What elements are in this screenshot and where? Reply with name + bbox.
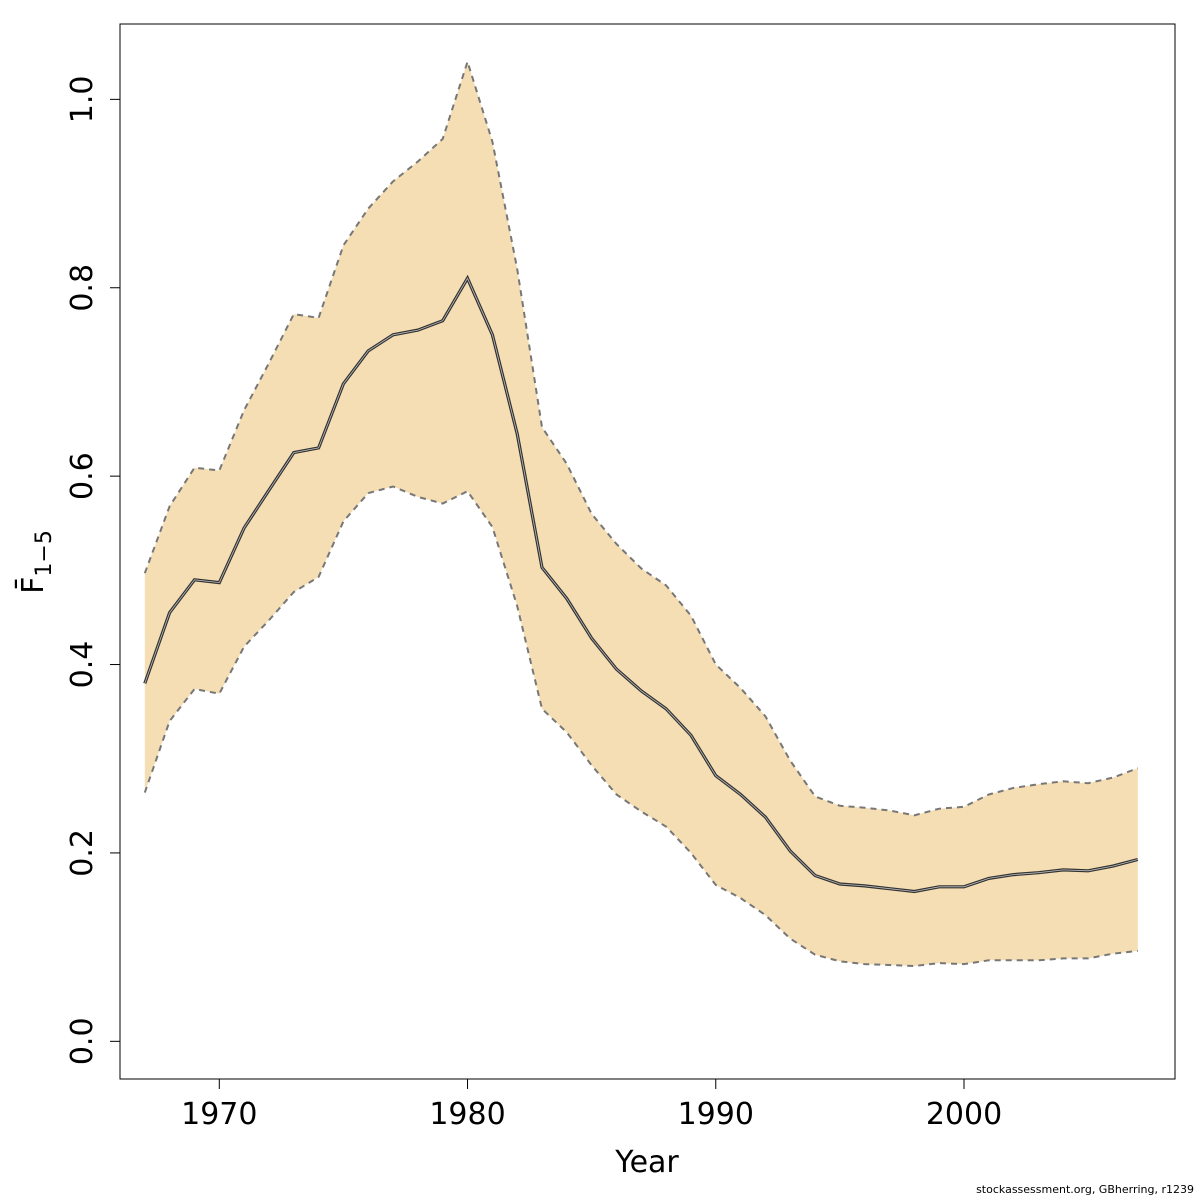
upper-bound-line	[143, 58, 1139, 817]
x-tick-label: 1970	[181, 1097, 257, 1132]
y-tick-label: 0.6	[65, 452, 100, 500]
x-tick-label: 1990	[678, 1097, 754, 1132]
estimate-line-highlight	[144, 277, 1138, 892]
y-tick-label: 0.0	[65, 1017, 100, 1065]
y-axis-title-subscript: 1−5	[32, 530, 57, 576]
credit-text: stockassessment.org, GBherring, r1239	[976, 1183, 1194, 1196]
y-axis-title-main: F̄	[15, 577, 51, 594]
plot-frame	[119, 23, 1176, 1080]
y-tick-label: 1.0	[65, 76, 100, 124]
y-tick-label: 0.2	[65, 829, 100, 877]
x-axis-title: Year	[614, 1145, 679, 1180]
x-tick-label: 1980	[429, 1097, 505, 1132]
y-axis: 0.0 0.2 0.4 0.6 0.8 1.0	[65, 76, 120, 1065]
confidence-band	[144, 61, 1138, 966]
y-axis-title: F̄1−5	[15, 530, 57, 594]
x-tick-label: 2000	[926, 1097, 1002, 1132]
y-tick-label: 0.8	[65, 264, 100, 312]
y-tick-label: 0.4	[65, 641, 100, 689]
lower-bound-line	[143, 485, 1138, 968]
x-axis: 1970 1980 1990 2000	[181, 1079, 1002, 1132]
svg-text:F̄1−5: F̄1−5	[15, 530, 57, 594]
